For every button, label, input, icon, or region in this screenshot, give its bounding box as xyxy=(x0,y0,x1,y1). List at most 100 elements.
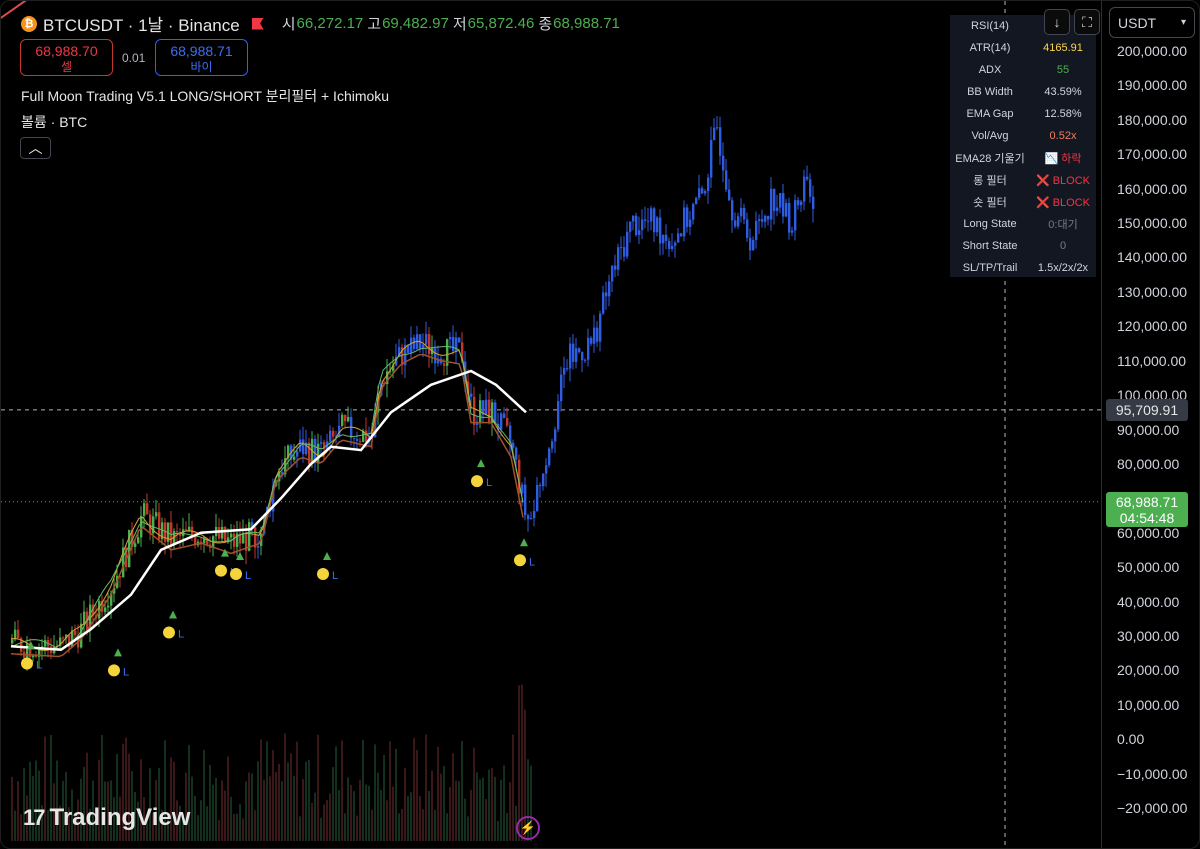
candle xyxy=(44,639,47,647)
fullscreen-icon: ⛶ xyxy=(1082,13,1092,30)
candle xyxy=(782,193,785,217)
candle xyxy=(122,547,125,578)
volume-bar xyxy=(173,761,175,841)
candle xyxy=(65,634,68,639)
volume-bar xyxy=(320,817,322,841)
sell-button[interactable]: 68,988.70 셀 xyxy=(20,39,113,76)
volume-bar xyxy=(122,743,124,841)
volume-bar xyxy=(215,777,217,841)
stat-value: 4165.91 xyxy=(1043,42,1083,54)
stat-row: ATR(14) 4165.91 xyxy=(950,37,1096,59)
candle xyxy=(653,208,656,233)
strategy-legend[interactable]: Full Moon Trading V5.1 LONG/SHORT 분리필터 +… xyxy=(21,88,390,104)
lightning-icon[interactable]: ⚡ xyxy=(516,816,540,840)
candle xyxy=(590,337,593,344)
volume-bar xyxy=(248,772,250,841)
volume-bar xyxy=(497,820,499,841)
volume-bar xyxy=(479,779,481,841)
candle xyxy=(608,281,611,297)
stat-label: 롱 필터 xyxy=(973,175,1007,187)
candle xyxy=(779,193,782,208)
volume-bar xyxy=(35,760,37,841)
fullscreen-button[interactable]: ⛶ xyxy=(1074,9,1100,35)
candle xyxy=(107,605,110,608)
volume-bar xyxy=(50,734,52,841)
candle xyxy=(542,473,545,487)
price-tick: 10,000.00 xyxy=(1117,696,1180,713)
candle xyxy=(617,247,620,270)
volume-bar xyxy=(140,759,142,841)
volume-legend[interactable]: 볼륨 · BTC xyxy=(21,114,88,130)
currency-select[interactable]: USDT ▾ xyxy=(1109,7,1195,38)
candle xyxy=(278,472,281,482)
volume-bar xyxy=(182,813,184,841)
volume-bar xyxy=(512,734,514,841)
volume-bar xyxy=(11,776,13,841)
candle xyxy=(281,472,284,475)
price-tick: 170,000.00 xyxy=(1117,146,1188,163)
stat-row: EMA28 기울기 📉 하락 xyxy=(950,147,1096,169)
signal-coin xyxy=(108,664,120,677)
collapse-legend-button[interactable]: ︿ xyxy=(20,137,51,159)
volume-bar xyxy=(293,775,295,841)
volume-bar xyxy=(137,801,139,841)
candle xyxy=(398,347,401,357)
volume-bar xyxy=(410,792,412,841)
candle xyxy=(314,438,317,463)
flag-icon[interactable] xyxy=(251,17,264,30)
candle xyxy=(632,215,635,222)
candle xyxy=(605,292,608,297)
volume-bar xyxy=(95,816,97,841)
stat-value: 0.52x xyxy=(1049,130,1077,142)
volume-bar xyxy=(155,779,157,841)
volume-bar xyxy=(476,772,478,841)
candle xyxy=(293,456,296,460)
price-axis[interactable] xyxy=(1101,1,1199,848)
symbol-title[interactable]: BTCUSDT · 1날 · Binance xyxy=(43,16,240,35)
volume-bar xyxy=(407,796,409,841)
volume-bar xyxy=(251,773,253,841)
volume-bar xyxy=(26,795,28,841)
candle xyxy=(578,348,581,353)
stat-label: BB Width xyxy=(967,86,1013,98)
candle xyxy=(548,448,551,466)
candle xyxy=(719,127,722,156)
price-chart[interactable]: LLLLLLLL xyxy=(1,1,1101,849)
candle xyxy=(248,522,251,551)
candle xyxy=(428,334,431,355)
price-tick: 90,000.00 xyxy=(1117,421,1180,438)
candle xyxy=(242,532,245,544)
low-value: 65,872.46 xyxy=(467,15,535,32)
volume-bar xyxy=(452,753,454,841)
candle xyxy=(665,234,668,242)
volume-bar xyxy=(269,776,271,841)
volume-bar xyxy=(17,781,19,841)
candle xyxy=(731,200,734,221)
tradingview-logo[interactable]: 17 TradingView xyxy=(23,804,190,832)
candle xyxy=(566,368,569,370)
chevron-down-icon: ▾ xyxy=(1180,17,1186,28)
price-tick: 160,000.00 xyxy=(1117,180,1188,197)
volume-bar xyxy=(377,772,379,841)
symbol-legend[interactable]: ₿ BTCUSDT · 1날 · Binance 시 66,272.17 고 6… xyxy=(21,11,620,36)
price-tick: 40,000.00 xyxy=(1117,593,1180,610)
volume-bar xyxy=(374,744,376,841)
candle xyxy=(14,629,17,640)
candle xyxy=(296,451,299,457)
ema-line-brown xyxy=(10,353,524,658)
download-button[interactable]: ↓ xyxy=(1044,9,1070,35)
candle xyxy=(581,352,584,361)
candle xyxy=(26,643,29,658)
candle xyxy=(320,442,323,444)
candle xyxy=(38,647,41,657)
buy-button[interactable]: 68,988.71 바이 xyxy=(155,39,248,76)
volume-bar xyxy=(266,741,268,841)
candle xyxy=(767,215,770,220)
volume-bar xyxy=(167,818,169,841)
volume-bar xyxy=(161,809,163,841)
candle xyxy=(11,639,14,644)
volume-bar xyxy=(503,765,505,841)
stat-value: 1.5x/2x/2x xyxy=(1037,262,1089,274)
candle xyxy=(707,177,710,192)
long-triangle xyxy=(169,610,177,619)
